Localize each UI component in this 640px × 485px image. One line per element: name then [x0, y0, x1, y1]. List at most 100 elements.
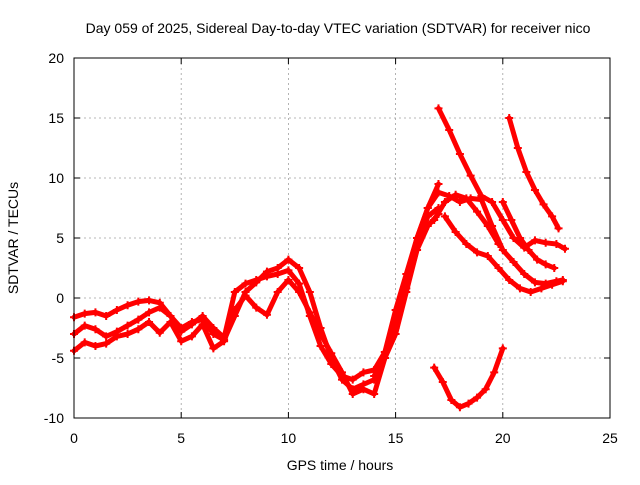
- data-point: [498, 246, 507, 254]
- data-point: [348, 390, 357, 398]
- data-point: [434, 104, 443, 113]
- data-point: [209, 344, 218, 353]
- data-point: [481, 385, 490, 394]
- data-point: [498, 344, 507, 353]
- data-point: [80, 321, 89, 330]
- data-point: [455, 403, 464, 412]
- data-point: [473, 207, 482, 216]
- data-point: [522, 168, 531, 176]
- data-point: [112, 332, 121, 341]
- data-point: [123, 301, 132, 310]
- data-point: [447, 396, 456, 404]
- data-point: [550, 264, 559, 272]
- data-point: [295, 264, 304, 272]
- x-tick-label: 10: [281, 430, 297, 446]
- data-point: [273, 288, 282, 296]
- data-point: [445, 126, 454, 134]
- series-trace-8: [505, 114, 563, 233]
- data-point: [134, 325, 143, 334]
- data-point: [530, 236, 539, 245]
- y-tick-label: 5: [56, 230, 64, 246]
- data-point: [423, 222, 432, 230]
- data-point: [262, 267, 271, 276]
- data-point: [155, 328, 164, 337]
- data-point: [509, 258, 518, 266]
- x-tick-label: 25: [602, 430, 618, 446]
- data-point: [440, 212, 449, 221]
- data-point: [455, 198, 464, 206]
- series-trace-6: [434, 104, 569, 253]
- data-point: [370, 372, 379, 380]
- data-layer: [70, 104, 569, 412]
- data-point: [391, 306, 400, 314]
- data-point: [451, 190, 460, 199]
- data-point: [80, 338, 89, 347]
- y-tick-label: 20: [48, 50, 64, 66]
- data-point: [423, 204, 432, 212]
- data-point: [359, 385, 368, 394]
- data-point: [134, 297, 143, 306]
- data-point: [91, 308, 100, 317]
- data-point: [533, 255, 542, 264]
- data-point: [434, 180, 443, 188]
- data-point: [123, 330, 132, 338]
- data-point: [541, 260, 550, 269]
- data-point: [338, 368, 346, 377]
- series-line: [431, 345, 506, 410]
- grid: [74, 58, 610, 418]
- series-line: [506, 115, 561, 231]
- data-point: [305, 308, 314, 317]
- data-point: [438, 378, 447, 386]
- data-point: [112, 306, 121, 314]
- data-point: [558, 277, 567, 286]
- data-point: [145, 308, 154, 317]
- data-point: [91, 325, 100, 334]
- data-point: [241, 279, 250, 288]
- data-point: [177, 337, 186, 346]
- data-point: [548, 280, 557, 289]
- data-point: [102, 312, 111, 320]
- y-tick-label: 15: [48, 110, 64, 126]
- x-tick-label: 5: [177, 430, 185, 446]
- data-point: [520, 270, 529, 278]
- data-point: [494, 240, 503, 248]
- series-trace-10: [430, 344, 507, 412]
- data-point: [430, 363, 439, 372]
- data-point: [102, 339, 111, 348]
- data-point: [440, 198, 449, 206]
- data-point: [145, 296, 154, 305]
- data-point: [295, 288, 304, 296]
- data-point: [505, 276, 514, 284]
- data-point: [284, 266, 293, 275]
- data-point: [305, 288, 314, 296]
- data-point: [273, 264, 282, 272]
- data-point: [166, 318, 175, 326]
- series-trace-4: [370, 188, 567, 380]
- data-point: [241, 291, 250, 300]
- data-point: [209, 330, 218, 338]
- x-tick-label: 15: [388, 430, 404, 446]
- data-point: [464, 399, 473, 408]
- data-point: [102, 332, 111, 341]
- y-tick-label: 0: [56, 290, 64, 306]
- data-point: [230, 288, 239, 296]
- series-trace-3: [70, 210, 443, 398]
- x-axis-label: GPS time / hours: [287, 457, 394, 473]
- data-point: [230, 306, 239, 314]
- data-point: [530, 186, 539, 194]
- data-point: [220, 337, 229, 346]
- data-point: [370, 390, 379, 398]
- data-point: [198, 320, 207, 329]
- data-point: [462, 194, 471, 203]
- data-point: [507, 216, 516, 224]
- data-point: [80, 309, 89, 318]
- data-point: [466, 171, 475, 180]
- data-point: [498, 216, 507, 224]
- data-point: [348, 375, 357, 384]
- data-point: [134, 315, 143, 324]
- data-point: [539, 200, 548, 209]
- x-tick-label: 0: [70, 430, 78, 446]
- data-point: [402, 270, 411, 278]
- data-point: [537, 284, 546, 293]
